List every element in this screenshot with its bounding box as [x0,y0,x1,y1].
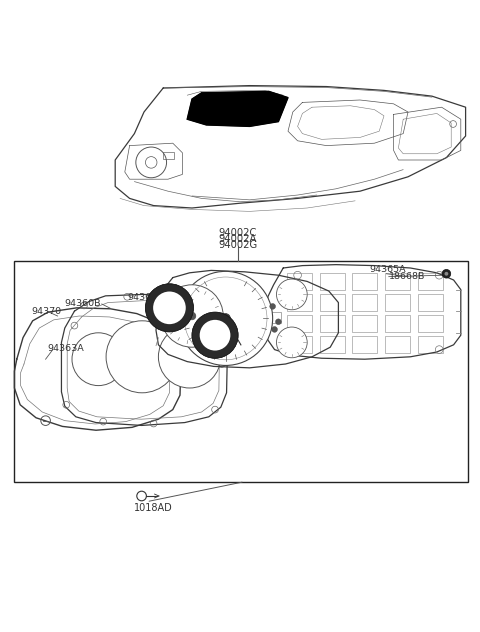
Circle shape [161,285,223,347]
Text: 94360B: 94360B [64,299,101,308]
Bar [163,152,174,159]
Bar [418,336,443,353]
Bar [320,315,345,332]
Bar [287,294,312,311]
Circle shape [442,269,451,278]
Bar [14,261,468,482]
Bar [320,273,345,289]
Bar [418,294,443,311]
Bar [418,315,443,332]
Circle shape [145,284,193,332]
Bar [385,336,410,353]
Bar [320,294,345,311]
Bar [254,312,281,323]
Circle shape [221,313,230,323]
Circle shape [276,279,307,310]
Text: 94365A: 94365A [370,265,406,274]
Text: 18668B: 18668B [389,272,425,281]
Circle shape [276,319,281,325]
Text: 94002A: 94002A [218,234,257,244]
Circle shape [179,271,273,365]
Bar [287,273,312,289]
Bar [385,315,410,332]
Text: 94366Y: 94366Y [227,315,263,324]
Text: 94363A: 94363A [47,344,84,353]
Text: 94002C: 94002C [218,228,257,238]
Bar [352,336,377,353]
Circle shape [153,291,186,324]
Circle shape [200,320,230,351]
Circle shape [106,321,178,393]
Circle shape [72,333,125,386]
Circle shape [192,312,238,358]
Circle shape [444,272,448,276]
Bar [352,273,377,289]
Circle shape [270,303,276,309]
Bar [418,273,443,289]
Bar [287,315,312,332]
Circle shape [188,312,196,320]
Text: 94002G: 94002G [218,240,257,250]
Circle shape [276,327,307,358]
Text: 94126A: 94126A [163,300,199,309]
Circle shape [158,325,221,388]
Bar [385,273,410,289]
Bar [385,294,410,311]
Circle shape [272,327,277,332]
Polygon shape [187,92,288,126]
Bar [287,336,312,353]
Bar [352,315,377,332]
Text: 1018AD: 1018AD [134,503,173,513]
Bar [320,336,345,353]
Text: 94370: 94370 [31,307,61,316]
Bar [352,294,377,311]
Text: 94366Y: 94366Y [127,293,163,302]
